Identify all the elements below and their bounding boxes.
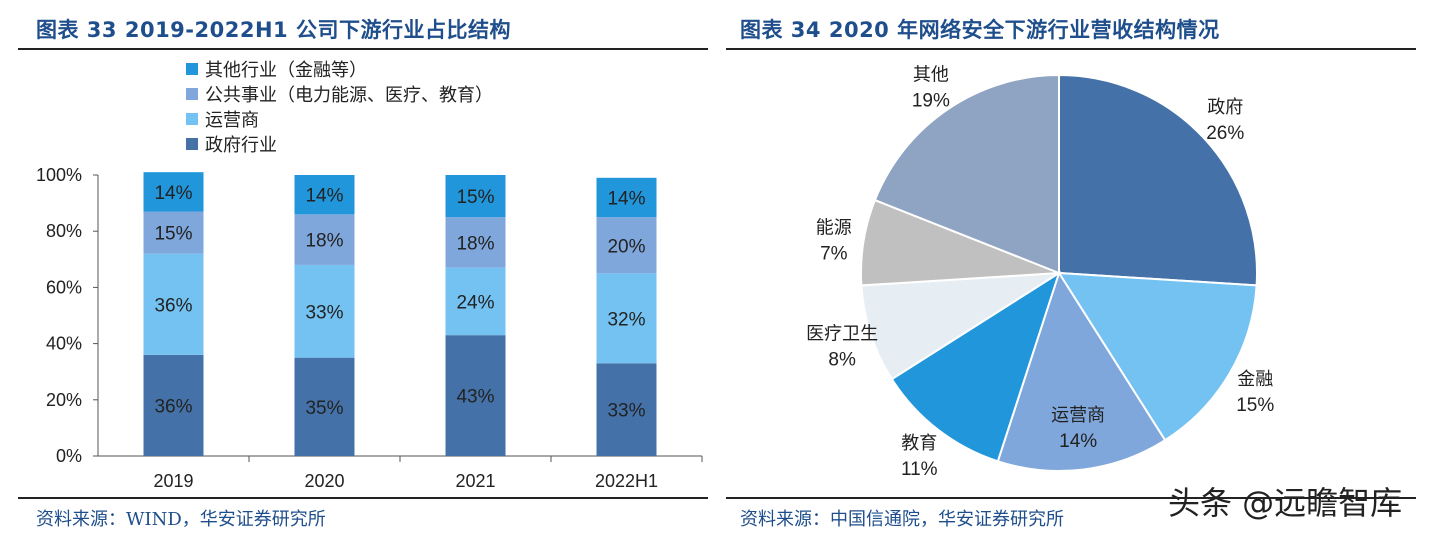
bar-segment xyxy=(445,175,506,218)
pie-slice xyxy=(873,73,1060,275)
bar-segment xyxy=(294,175,355,215)
bar-value-label: 14% xyxy=(154,183,192,204)
y-tick-label: 40% xyxy=(46,334,82,354)
legend-label: 其他行业（金融等） xyxy=(205,60,367,81)
bar-segment xyxy=(596,217,657,274)
title-rule xyxy=(18,48,708,50)
legend-label: 运营商 xyxy=(205,110,259,131)
pie-value-label: 15% xyxy=(1236,395,1274,416)
pie-value-label: 11% xyxy=(901,459,938,480)
bar-value-label: 14% xyxy=(305,186,343,207)
pie-value-label: 26% xyxy=(1206,123,1244,144)
pie-slice xyxy=(860,272,1060,381)
y-tick-label: 0% xyxy=(56,446,82,466)
pie-value-label: 7% xyxy=(820,243,848,264)
pie-category-label: 金融 xyxy=(1237,369,1273,390)
legend-swatch xyxy=(186,138,198,150)
bar-segment xyxy=(143,253,204,355)
y-tick-label: 20% xyxy=(46,390,82,410)
bar-value-label: 15% xyxy=(154,224,192,245)
pie-category-label: 教育 xyxy=(901,433,937,454)
bar-value-label: 18% xyxy=(456,233,494,254)
bar-value-label: 24% xyxy=(456,292,494,313)
bar-chart-title: 图表 33 2019-2022H1 公司下游行业占比结构 xyxy=(36,18,511,42)
bar-segment xyxy=(596,273,657,364)
y-tick-label: 100% xyxy=(36,165,82,185)
pie-value-label: 14% xyxy=(1059,431,1097,452)
bar-value-label: 36% xyxy=(154,396,192,417)
title-rule xyxy=(726,48,1416,50)
bar-chart-panel: 图表 33 2019-2022H1 公司下游行业占比结构 资料来源：WIND，华… xyxy=(0,0,715,537)
pie-slice xyxy=(1058,73,1258,287)
legend-swatch xyxy=(186,63,198,75)
bar-segment xyxy=(596,177,657,218)
source-rule xyxy=(726,497,1416,499)
x-tick-label: 2021 xyxy=(455,471,495,491)
pie-slice xyxy=(890,270,1061,463)
legend-label: 公共事业（电力能源、医疗、教育） xyxy=(205,85,493,106)
pie-slice xyxy=(1057,271,1258,442)
legend-label: 政府行业 xyxy=(205,135,277,156)
bar-value-label: 32% xyxy=(607,309,645,330)
pie-slice xyxy=(996,270,1167,472)
pie-chart-title: 图表 34 2020 年网络安全下游行业营收结构情况 xyxy=(740,18,1220,42)
x-tick-label: 2020 xyxy=(304,471,344,491)
bar-segment xyxy=(143,172,204,212)
pie-category-label: 能源 xyxy=(816,217,852,238)
bar-segment xyxy=(294,264,355,358)
watermark: 头条 @远瞻智库 xyxy=(1168,484,1403,522)
y-tick-label: 60% xyxy=(46,277,82,297)
legend-swatch xyxy=(186,113,198,125)
pie-category-label: 其他 xyxy=(913,64,949,85)
bar-value-label: 20% xyxy=(607,236,645,257)
y-tick-label: 80% xyxy=(46,221,82,241)
x-tick-label: 2019 xyxy=(153,471,193,491)
bar-value-label: 33% xyxy=(305,302,343,323)
bar-value-label: 14% xyxy=(607,188,645,209)
pie-chart-panel: 图表 34 2020 年网络安全下游行业营收结构情况 资料来源：中国信通院，华安… xyxy=(726,0,1452,537)
pie-chart: 政府 26% 金融 15% 运营商 14% 教育 11% 医疗卫生 8% 能源 7% 其他 19% xyxy=(806,64,1274,480)
bar-segment xyxy=(294,214,355,265)
bar-value-label: 18% xyxy=(305,231,343,252)
pie-category-label: 运营商 xyxy=(1051,405,1105,426)
bar-segment xyxy=(143,211,204,254)
x-tick-label: 2022H1 xyxy=(595,471,658,491)
legend-swatch xyxy=(186,88,198,100)
bar-chart-source: 资料来源：WIND，华安证券研究所 xyxy=(36,509,326,530)
bar-value-label: 33% xyxy=(607,401,645,422)
bar-segment xyxy=(143,354,204,456)
pie-value-label: 19% xyxy=(912,90,950,111)
stacked-bar-chart: 0% 20% 40% 60% 80% 100% 36% 36% 15% 14% 2019 35% 33%… xyxy=(36,60,703,491)
bar-value-label: 35% xyxy=(305,398,343,419)
bar-value-label: 15% xyxy=(456,187,494,208)
pie-category-label: 政府 xyxy=(1207,97,1243,118)
bar-segment xyxy=(445,217,506,268)
bar-segment xyxy=(445,267,506,336)
bar-value-label: 36% xyxy=(154,295,192,316)
pie-chart-source: 资料来源：中国信通院，华安证券研究所 xyxy=(740,509,1064,530)
pie-value-label: 8% xyxy=(828,349,856,370)
bar-segment xyxy=(294,357,355,456)
pie-category-label: 医疗卫生 xyxy=(806,323,878,344)
bar-segment xyxy=(596,363,657,456)
bar-segment xyxy=(445,335,506,456)
bar-value-label: 43% xyxy=(456,387,494,408)
source-rule xyxy=(18,497,708,499)
